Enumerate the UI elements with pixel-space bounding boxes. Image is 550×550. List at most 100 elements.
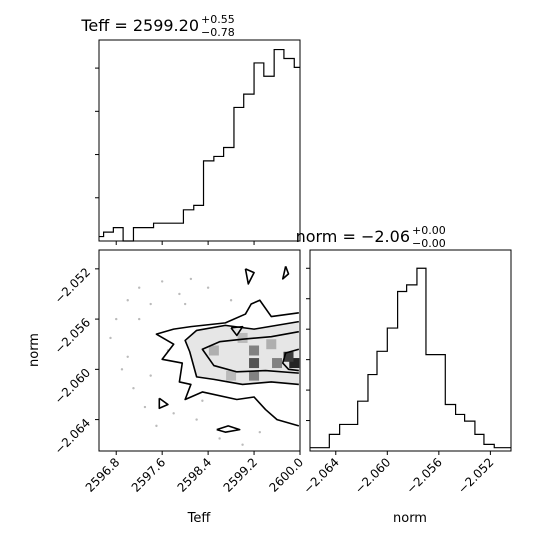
teff-x-axis-label: Teff (187, 511, 212, 526)
norm-histogram-x-tick-label: −2.060 (352, 455, 393, 496)
teff-histogram-bin (274, 50, 284, 241)
sample-point (229, 299, 233, 302)
teff-histogram-bin (133, 228, 153, 241)
norm-histogram-bin (456, 414, 465, 451)
density-cell (249, 345, 260, 356)
norm-histogram-bin (445, 404, 455, 451)
teff-histogram (99, 48, 300, 242)
teff-histogram-bin (214, 156, 224, 241)
sample-point (120, 368, 124, 371)
teff-histogram-bin (244, 94, 254, 241)
sample-point (218, 437, 221, 440)
contour-line (158, 397, 169, 410)
teff-x-tick-label: 2596.8 (83, 455, 123, 495)
norm-histogram-bin (484, 444, 494, 451)
teff-histogram-bin (254, 63, 264, 241)
teff-x-tick-label: 2598.4 (175, 455, 215, 495)
density-cell (249, 358, 260, 369)
sample-point (109, 336, 112, 340)
teff-histogram-panel: Teff = 2599.20 +0.55 −0.78 (80, 13, 301, 245)
norm-title-main: norm = −2.06 (296, 227, 410, 246)
norm-histogram-x-tick-label: −2.056 (404, 455, 445, 496)
density-cell (226, 370, 237, 381)
contour-line (155, 299, 300, 427)
norm-histogram-bin (377, 351, 387, 451)
teff-histogram-bin (104, 232, 114, 241)
sample-point (189, 277, 193, 281)
norm-title-sup: +0.00 (412, 224, 446, 237)
density-fill (185, 321, 299, 385)
norm-histogram-panel: norm = −2.06 +0.00 −0.00 −2.064 −2.060 −2.… (296, 224, 512, 526)
norm-y-tick-label: −2.060 (52, 366, 93, 407)
teff-title-sup: +0.55 (201, 13, 235, 26)
sample-point (201, 399, 204, 402)
sample-point (138, 317, 141, 321)
teff-histogram-ticks (95, 67, 255, 245)
density-cell (266, 339, 277, 350)
teff-histogram-bin (224, 148, 234, 241)
norm-y-tick-label: −2.064 (52, 416, 93, 457)
sample-point (149, 302, 152, 306)
sample-point (126, 355, 129, 358)
norm-title-sub: −0.00 (412, 237, 446, 250)
contour-line (281, 266, 290, 280)
sample-point (115, 317, 118, 321)
sample-point (138, 286, 141, 289)
norm-histogram-bin (387, 328, 397, 451)
sample-point (241, 443, 244, 446)
teff-norm-frame (98, 249, 301, 452)
teff-histogram-bin (234, 107, 244, 241)
teff-histogram-bin (154, 223, 184, 241)
sample-point (195, 418, 198, 421)
sample-point (126, 299, 129, 302)
norm-histogram-bin (417, 268, 426, 451)
sample-point (258, 430, 261, 434)
density-cell (208, 345, 219, 356)
teff-x-tick-label: 2600.0 (267, 455, 307, 495)
sample-point (178, 292, 181, 296)
norm-histogram-bin (475, 434, 484, 451)
teff-norm-density (109, 266, 300, 446)
norm-histogram-frame (309, 249, 512, 452)
teff-histogram-frame (98, 39, 301, 242)
density-cell (249, 370, 260, 381)
norm-histogram-bin (368, 375, 377, 451)
teff-histogram-bin (194, 205, 204, 241)
teff-title-sub: −0.78 (201, 26, 235, 39)
sample-point (206, 286, 210, 289)
contour-line (201, 330, 299, 374)
norm-histogram-x-tick-label: −2.052 (455, 455, 496, 496)
sample-point (160, 280, 164, 283)
contour-line (244, 268, 255, 285)
contour-line (281, 348, 300, 372)
norm-histogram-x-tick-label: −2.064 (301, 455, 342, 496)
contour-line (184, 320, 299, 386)
sample-point (183, 302, 187, 306)
sample-point (149, 374, 152, 377)
norm-histogram-bin (358, 401, 368, 451)
sample-point (132, 386, 135, 390)
teff-histogram-bin (99, 237, 104, 241)
norm-histogram-bin (465, 421, 475, 451)
norm-histogram-bin (426, 355, 436, 451)
norm-histogram-bin (398, 292, 407, 451)
teff-histogram-bin (294, 67, 300, 241)
teff-histogram-bin (183, 210, 193, 241)
teff-histogram-bin (284, 58, 294, 241)
norm-histogram-bin (340, 424, 358, 451)
contour-line (216, 425, 241, 433)
norm-histogram-bin (407, 285, 417, 451)
norm-y-tick-label: −2.052 (52, 265, 93, 306)
teff-histogram-bin (204, 161, 214, 241)
teff-histogram-bin (264, 76, 274, 241)
density-cell (272, 358, 283, 369)
contour-line (230, 325, 244, 337)
density-cell (237, 332, 248, 343)
teff-histogram-bin (113, 228, 123, 241)
norm-y-axis-label: norm (27, 333, 42, 367)
sample-point (143, 405, 147, 409)
norm-histogram-step-line (310, 267, 511, 449)
norm-histogram (310, 267, 511, 451)
density-cell (289, 358, 300, 369)
